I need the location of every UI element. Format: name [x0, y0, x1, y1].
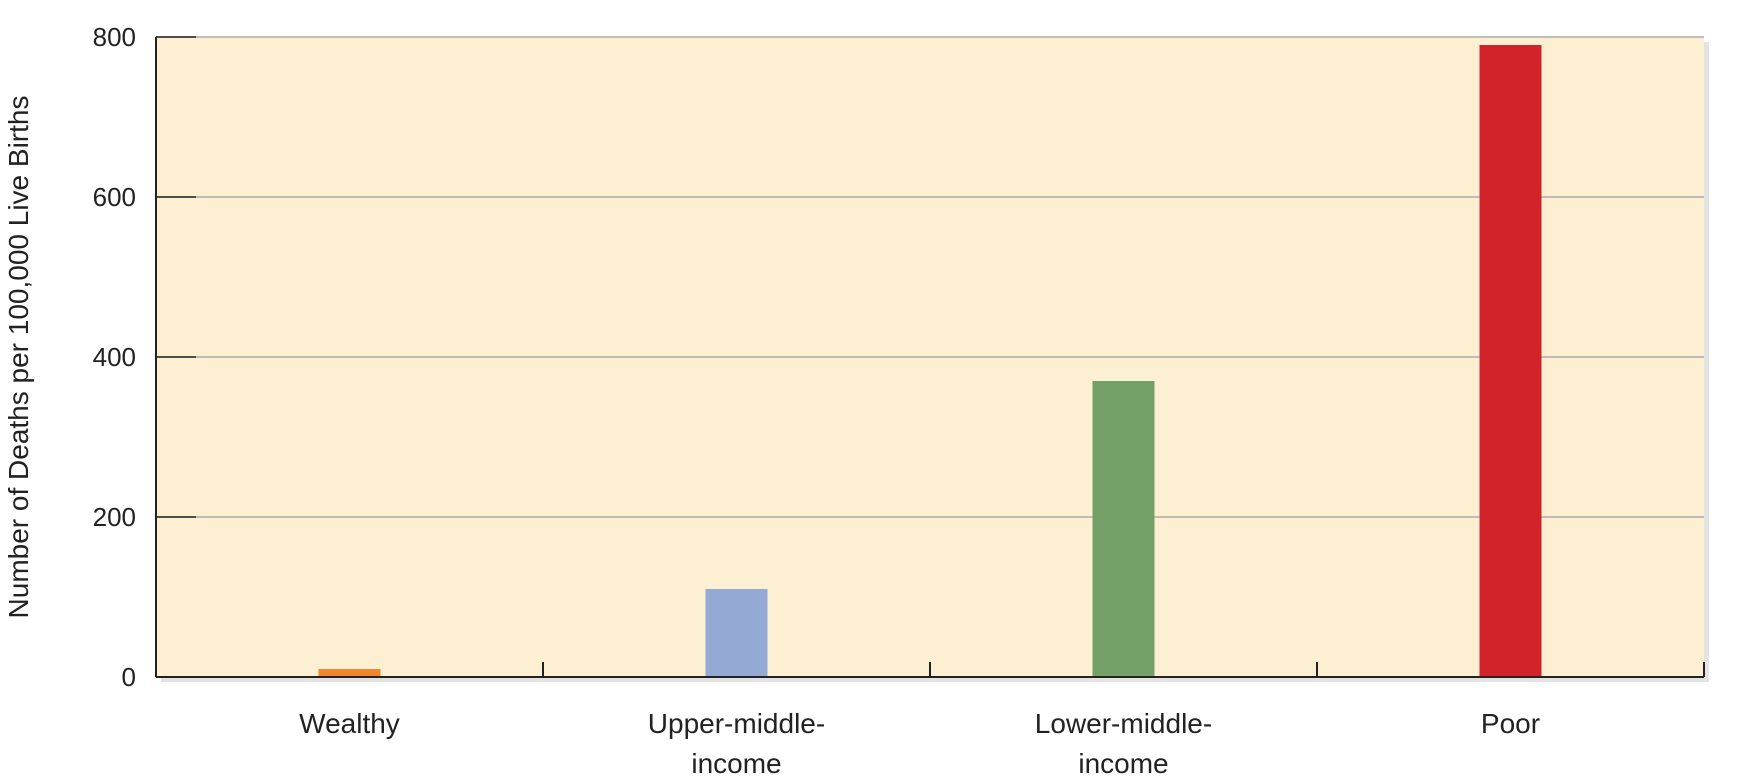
x-category-label-line: Poor [1481, 708, 1540, 739]
x-category-labels: Wealthy Upper-middle-incomeLower-middle-i… [299, 708, 1540, 779]
x-category-label: Upper-middle-income [648, 708, 825, 779]
bars [318, 45, 1542, 677]
x-category-label-line: income [691, 748, 781, 779]
y-tick-label: 0 [122, 662, 136, 692]
bar [318, 669, 381, 677]
y-tick-label: 800 [93, 22, 136, 52]
bar [1092, 381, 1155, 677]
x-category-label: Wealthy [299, 708, 400, 739]
y-axis-title: Number of Deaths per 100,000 Live Births [3, 96, 34, 619]
x-category-label-line: Wealthy [299, 708, 400, 739]
y-tick-label: 400 [93, 342, 136, 372]
x-category-label: Poor [1481, 708, 1540, 739]
gridlines [156, 36, 1704, 518]
y-tick-label: 200 [93, 502, 136, 532]
x-category-label: Lower-middle-income [1035, 708, 1212, 779]
bar [1479, 45, 1542, 677]
x-category-label-line: Lower-middle- [1035, 708, 1212, 739]
y-tick-label: 600 [93, 182, 136, 212]
x-category-label-line: income [1078, 748, 1168, 779]
y-tick-labels: 0 200 400 600 800 [93, 22, 136, 692]
axes [155, 36, 1705, 678]
x-category-label-line: Upper-middle- [648, 708, 825, 739]
bar [705, 589, 768, 677]
